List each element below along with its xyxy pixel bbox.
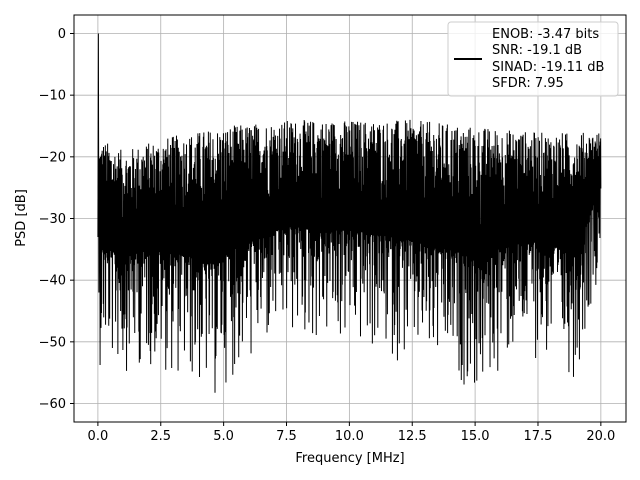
legend-box [447, 21, 619, 97]
y-tick-label: −50 [39, 335, 66, 350]
x-tick-label: 7.5 [276, 429, 297, 444]
y-axis-ticks: 0 −10 −20 −30 −40 −50 −60 [39, 27, 74, 412]
plot-area [97, 33, 602, 393]
x-tick-label: 17.5 [524, 429, 553, 444]
x-tick-label: 0.0 [88, 429, 109, 444]
x-tick-label: 12.5 [398, 429, 427, 444]
legend-sinad: SINAD: -19.11 dB [492, 60, 604, 75]
y-tick-label: −20 [39, 150, 66, 165]
x-tick-label: 2.5 [150, 429, 171, 444]
y-tick-label: −30 [39, 212, 66, 227]
x-axis-ticks: 0.0 2.5 5.0 7.5 10.0 12.5 15.0 17.5 20.0 [88, 422, 615, 444]
x-tick-label: 10.0 [335, 429, 364, 444]
y-axis-label: PSD [dB] [14, 189, 29, 247]
y-tick-label: −40 [39, 274, 66, 289]
y-tick-label: 0 [58, 27, 66, 42]
legend: ENOB: -3.47 bits SNR: -19.1 dB SINAD: -1… [447, 21, 619, 97]
x-axis-label: Frequency [MHz] [295, 451, 404, 466]
legend-sfdr: SFDR: 7.95 [492, 76, 564, 91]
y-tick-label: −10 [39, 89, 66, 104]
legend-enob: ENOB: -3.47 bits [492, 27, 599, 42]
x-tick-label: 15.0 [461, 429, 490, 444]
legend-snr: SNR: -19.1 dB [492, 43, 582, 58]
psd-series-line [97, 33, 602, 393]
y-tick-label: −60 [39, 397, 66, 412]
x-tick-label: 20.0 [586, 429, 615, 444]
x-tick-label: 5.0 [213, 429, 234, 444]
